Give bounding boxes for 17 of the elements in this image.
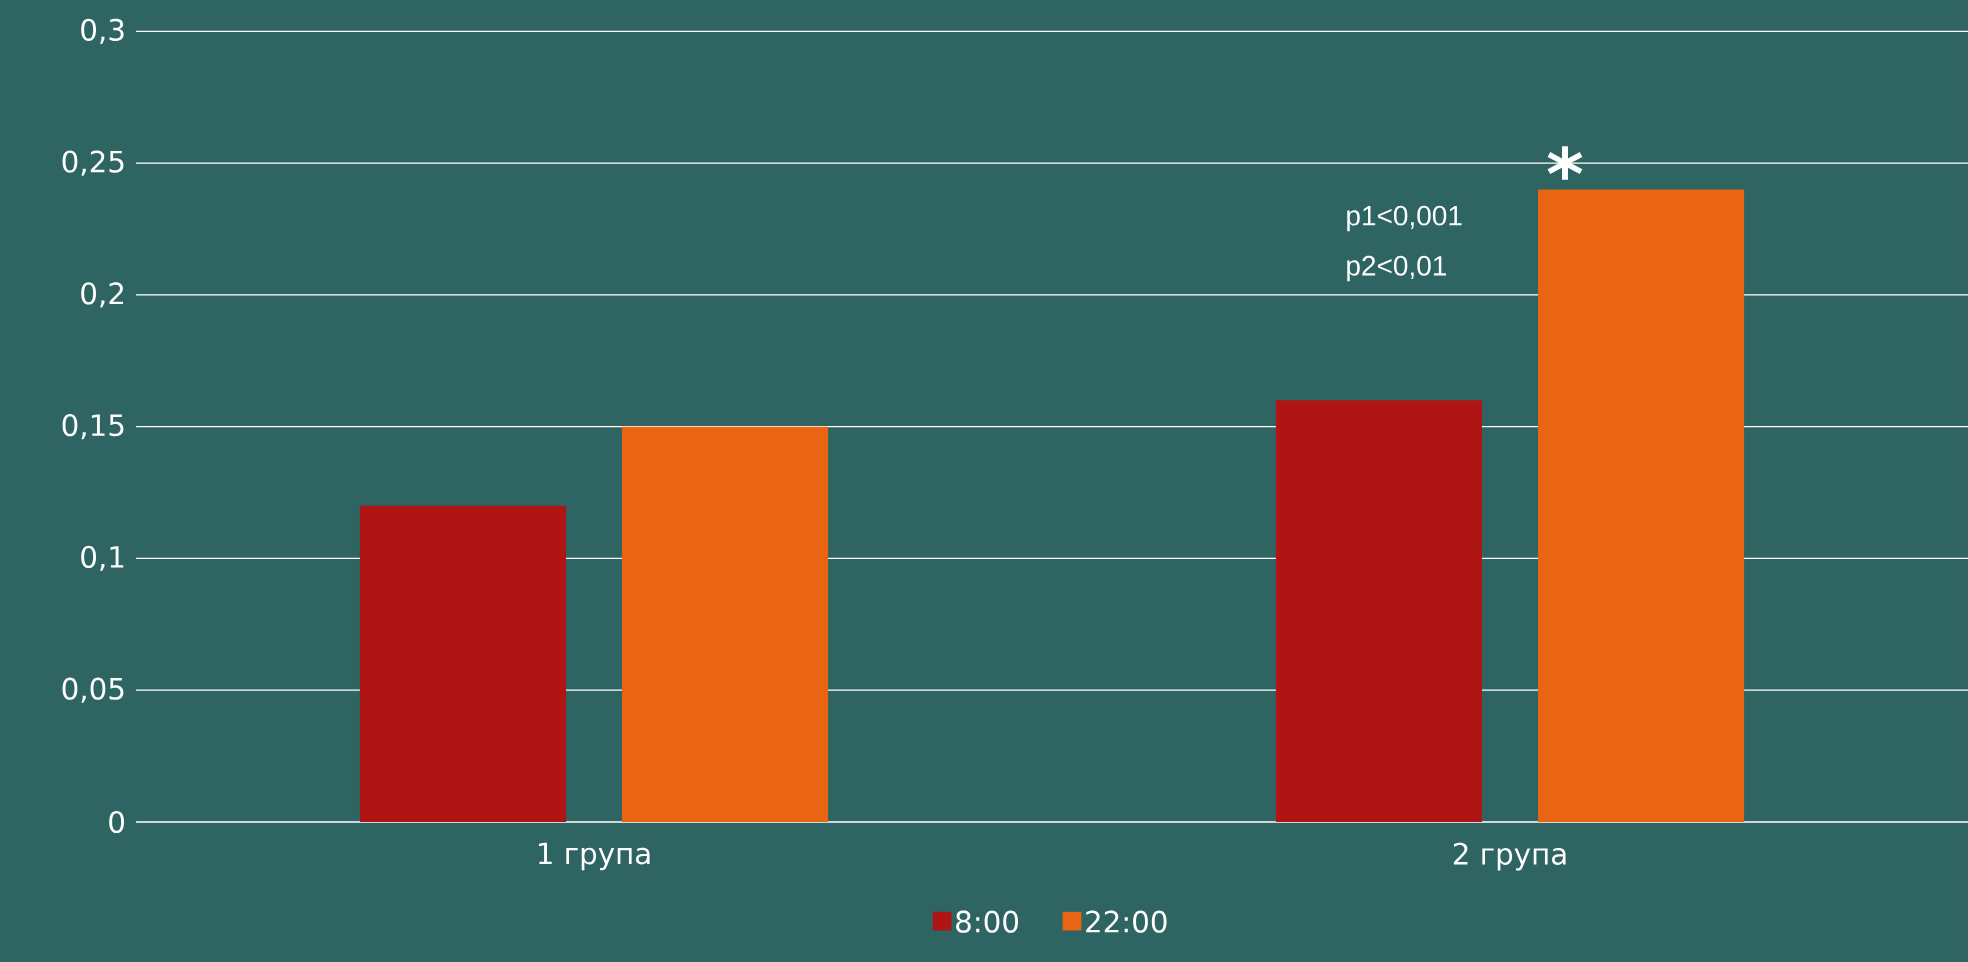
legend-label: 8:00 [956,910,1019,933]
y-tick-label: 0,1 [81,545,124,572]
y-tick-label: 0,25 [62,150,124,176]
annotation: p1<0,001 [1347,205,1462,232]
bar [622,426,829,822]
x-tick-label: 2 група [1453,842,1566,871]
y-tick-label: 0,15 [62,414,124,440]
legend-label: 22:00 [1086,910,1167,933]
bar [1275,400,1482,822]
y-tick-label: 0,3 [81,18,124,44]
y-tick-label: 0 [109,810,125,834]
x-tick-label: 1 група [538,842,650,871]
bar [359,505,567,822]
annotation: p2<0,01 [1347,255,1446,282]
y-tick-label: 0,2 [81,282,124,308]
y-tick-label: 0,05 [62,677,124,703]
bar [1538,189,1745,822]
